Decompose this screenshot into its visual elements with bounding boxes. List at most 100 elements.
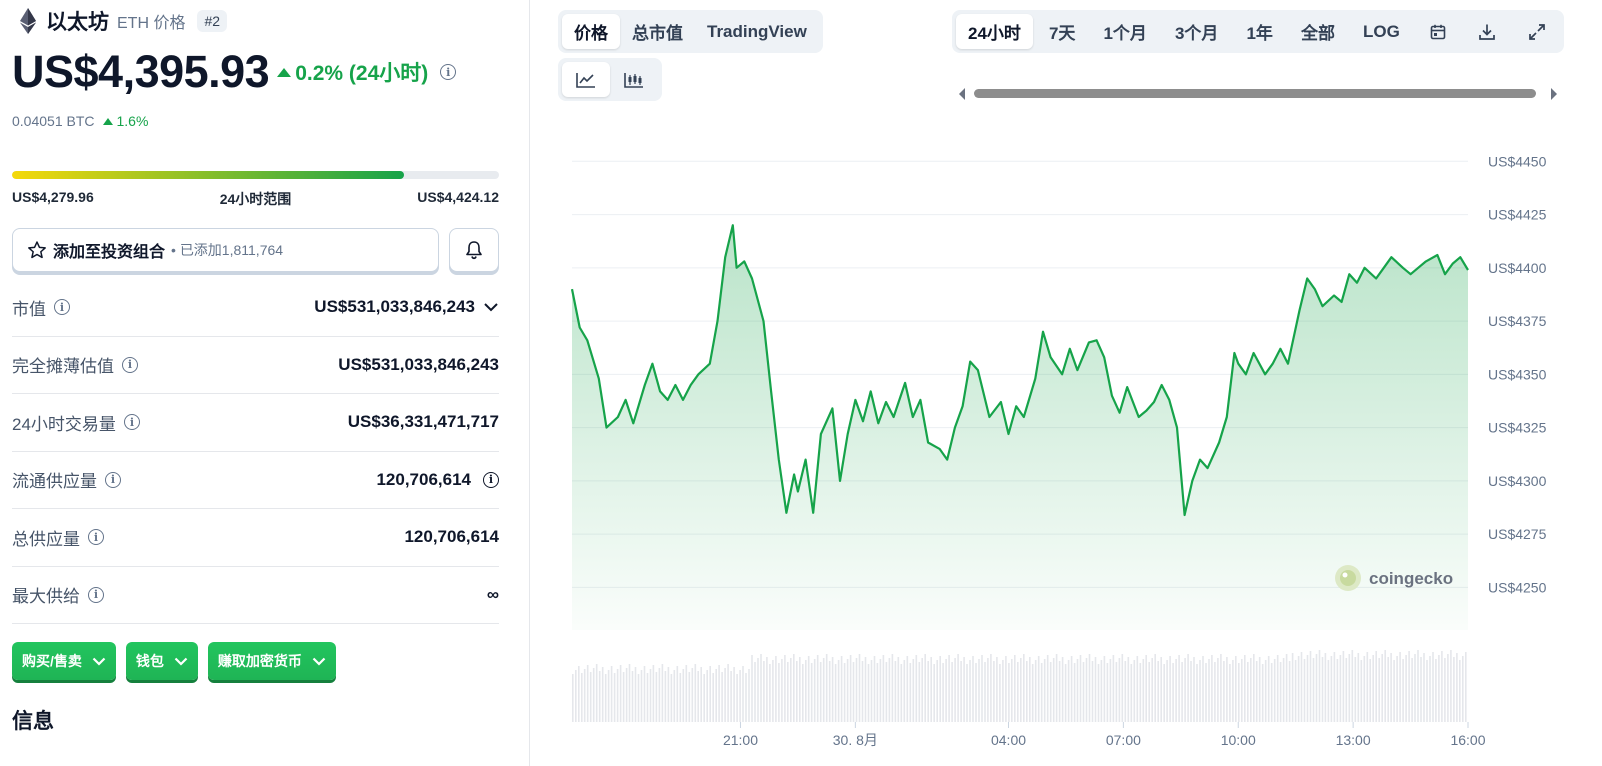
volume-bar (667, 667, 670, 722)
volume-bar (1393, 660, 1395, 722)
volume-bar (1181, 662, 1183, 722)
volume-bar (966, 664, 968, 722)
volume-bar (843, 663, 846, 722)
volume-bar (978, 659, 980, 722)
scrollbar-thumb[interactable] (974, 89, 1536, 98)
volume-bar (1061, 657, 1064, 722)
stat-value: US$36,331,471,717 (347, 412, 499, 432)
volume-bar (1435, 659, 1437, 722)
volume-bar (987, 658, 989, 722)
info-icon[interactable]: i (123, 414, 140, 431)
candlestick-icon (624, 72, 643, 88)
info-icon[interactable]: i (122, 356, 138, 373)
volume-bar (1348, 654, 1351, 722)
stat-label-text: 总供应量 (12, 529, 80, 549)
range-bar-fill (12, 171, 405, 179)
volume-bar (1106, 663, 1109, 722)
volume-bar (1253, 654, 1255, 722)
volume-bar (936, 660, 938, 722)
current-price: US$4,395.93 (12, 46, 270, 97)
download-icon (1479, 24, 1495, 40)
volume-bar (652, 665, 655, 722)
tab-market-cap[interactable]: 总市值 (632, 24, 683, 43)
range-24h[interactable]: 24小时 (956, 14, 1033, 49)
volume-bar (592, 668, 595, 722)
volume-bar (772, 660, 774, 722)
scroll-left-arrow-icon[interactable] (959, 88, 965, 100)
range-1m[interactable]: 1个月 (1103, 24, 1147, 43)
volume-bar (1011, 659, 1013, 722)
x-tick-label: 04:00 (991, 732, 1026, 748)
earn-crypto-button[interactable]: 赚取加密货币 (207, 642, 336, 680)
volume-bar (948, 655, 950, 722)
line-chart-button[interactable] (562, 62, 610, 97)
volume-bar (649, 669, 652, 722)
volume-bar (1067, 660, 1070, 722)
volume-bar (897, 657, 900, 722)
volume-bar (945, 659, 947, 722)
info-icon[interactable]: i (105, 471, 121, 488)
volume-bar (1438, 655, 1440, 722)
stat-label: 总供应量 i (12, 525, 104, 550)
add-to-portfolio-button[interactable]: 添加至投资组合 • 已添加1,811,764 (12, 228, 439, 272)
scroll-right-arrow-icon[interactable] (1551, 88, 1557, 100)
info-icon[interactable]: i (483, 471, 499, 488)
volume-bar (1235, 656, 1237, 722)
buy-sell-button[interactable]: 购买/售卖 (12, 642, 116, 680)
download-button[interactable] (1464, 14, 1510, 49)
volume-bar (581, 673, 583, 722)
volume-bar (673, 670, 676, 722)
range-3m[interactable]: 3个月 (1174, 24, 1219, 43)
volume-bar (1459, 660, 1461, 722)
info-icon[interactable]: i (88, 586, 104, 603)
price-alert-button[interactable] (449, 228, 499, 272)
caret-up-icon (102, 117, 113, 125)
volume-bar (619, 665, 622, 722)
volume-bar (891, 654, 894, 722)
expand-icon (1529, 23, 1545, 40)
volume-bar (1261, 664, 1264, 722)
action-buttons: 购买/售卖 钱包 赚取加密货币 (12, 642, 336, 680)
range-1y[interactable]: 1年 (1246, 24, 1273, 43)
volume-bar (834, 664, 837, 722)
volume-bar (796, 661, 798, 722)
volume-bar (1417, 650, 1419, 722)
volume-bar (1351, 650, 1354, 722)
info-icon[interactable]: i (440, 64, 457, 80)
chart-navigator-scrollbar[interactable] (956, 84, 1560, 104)
volume-bar (957, 654, 959, 722)
volume-bar (631, 671, 634, 722)
chevron-down-icon[interactable] (483, 302, 499, 312)
volume-bar (805, 660, 807, 722)
wallet-button[interactable]: 钱包 (125, 642, 198, 680)
volume-bar (1079, 655, 1082, 722)
volume-bar (1196, 664, 1198, 722)
volume-bar (1151, 658, 1153, 722)
volume-bar (583, 669, 586, 722)
range-all[interactable]: 全部 (1300, 24, 1335, 43)
info-icon[interactable]: i (54, 299, 70, 316)
calendar-button[interactable] (1416, 14, 1460, 49)
volume-bar (1297, 656, 1300, 722)
log-scale-toggle[interactable]: LOG (1362, 21, 1400, 41)
rank-badge: #2 (197, 10, 228, 32)
volume-bar (1052, 658, 1055, 722)
tab-tradingview[interactable]: TradingView (707, 21, 807, 41)
stat-value: 120,706,614 i (376, 470, 499, 490)
tab-price[interactable]: 价格 (562, 14, 620, 49)
volume-bar (1270, 663, 1273, 722)
price-chart[interactable]: US$4450 US$4425 US$4400 US$4375 US$4350 US$43… (540, 140, 1570, 760)
info-icon[interactable]: i (88, 529, 104, 546)
volume-bar (1312, 658, 1315, 722)
chevron-down-icon (312, 657, 326, 666)
candlestick-button[interactable] (610, 62, 658, 97)
stat-label: 24小时交易量 i (12, 410, 140, 435)
volume-bar (879, 659, 882, 722)
volume-bar (1226, 657, 1228, 722)
volume-bar (996, 657, 998, 722)
fullscreen-button[interactable] (1514, 14, 1560, 49)
range-7d[interactable]: 7天 (1048, 24, 1076, 43)
volume-bar (1450, 650, 1452, 722)
volume-bar (912, 659, 915, 722)
volume-bar (810, 663, 813, 722)
